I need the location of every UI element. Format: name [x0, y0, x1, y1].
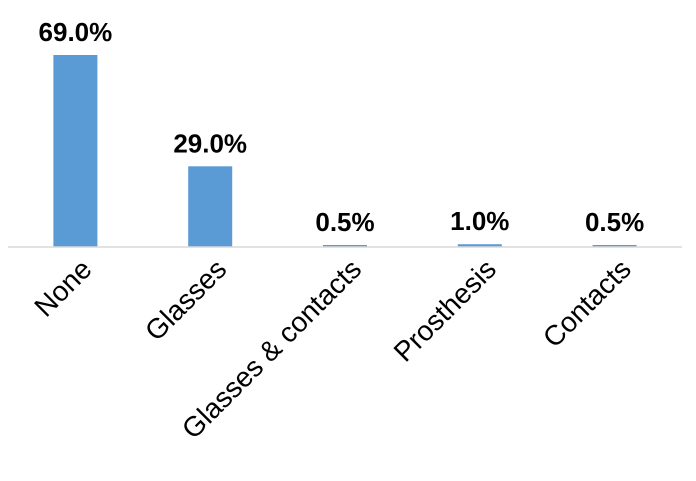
data-labels-group: 69.0% 29.0% 0.5% 1.0% 0.5% [39, 17, 645, 237]
x-tick-label: Prosthesis [388, 253, 502, 367]
x-tick-label: None [28, 253, 97, 322]
bar-none [53, 55, 98, 247]
data-label: 29.0% [173, 128, 247, 158]
bar-glasses [188, 166, 233, 247]
data-label: 69.0% [39, 17, 113, 47]
data-label: 0.5% [315, 207, 374, 237]
bar-glasses-contacts [323, 245, 367, 247]
data-label: 1.0% [450, 206, 509, 236]
x-tick-label: Glasses [139, 253, 232, 346]
x-tick-label: Contacts [537, 253, 637, 353]
bar-contacts [592, 245, 637, 247]
bar-prosthesis [457, 244, 502, 247]
data-label: 0.5% [585, 207, 644, 237]
bars-group [53, 55, 637, 247]
